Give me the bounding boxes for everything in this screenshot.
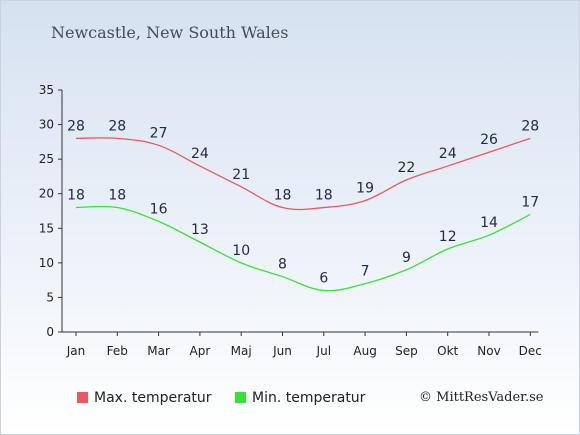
max-data-label: 28 — [67, 118, 85, 134]
y-tick-label: 35 — [39, 83, 54, 97]
min-data-label: 14 — [480, 215, 498, 231]
y-tick-label: 20 — [39, 187, 54, 201]
x-tick-label: Aug — [353, 344, 376, 358]
legend-swatch-max — [77, 392, 88, 403]
min-temperature-line — [75, 205, 531, 292]
min-data-label: 18 — [108, 188, 126, 204]
y-tick-label: 15 — [39, 221, 54, 235]
max-data-label: 24 — [191, 146, 209, 162]
legend-label-min: Min. temperatur — [252, 390, 366, 406]
legend-swatch-min — [235, 392, 246, 403]
max-data-label: 18 — [315, 188, 333, 204]
x-tick-label: Mar — [147, 344, 170, 358]
legend-item-min: Min. temperatur — [235, 390, 365, 406]
axes: 0 5 10 15 20 25 30 35 Jan Feb Mar Apr Maj Jun Jul Aug Se… — [39, 83, 542, 358]
series-layer — [75, 137, 531, 292]
y-tick-label: 25 — [39, 152, 54, 166]
credit-text: © MittResVader.se — [419, 390, 544, 405]
min-data-label: 18 — [67, 188, 85, 204]
x-tick-label: Sep — [395, 344, 418, 358]
x-tick-label: Okt — [437, 344, 458, 358]
legend-item-max: Max. temperatur — [77, 390, 212, 406]
max-data-label: 28 — [108, 118, 126, 134]
max-data-label: 26 — [480, 132, 498, 148]
y-tick-label: 30 — [39, 118, 54, 132]
y-tick-label: 0 — [46, 325, 54, 339]
min-data-label: 16 — [150, 201, 168, 217]
max-temperature-line — [75, 137, 531, 211]
chart-title: Newcastle, New South Wales — [51, 23, 289, 42]
legend-label-max: Max. temperatur — [94, 390, 212, 406]
max-data-label: 24 — [439, 146, 457, 162]
min-data-label: 8 — [278, 257, 287, 273]
min-data-label: 12 — [439, 229, 457, 245]
x-tick-label: Apr — [190, 344, 211, 358]
x-tick-label: Dec — [519, 344, 542, 358]
max-data-label: 19 — [356, 181, 374, 197]
min-data-label: 10 — [232, 243, 250, 259]
max-data-label: 21 — [232, 167, 250, 183]
min-data-label: 9 — [402, 250, 411, 266]
max-data-label: 28 — [521, 118, 539, 134]
max-data-label: 18 — [274, 188, 292, 204]
max-data-label: 27 — [150, 125, 168, 141]
min-data-label: 7 — [361, 264, 370, 280]
x-tick-label: Nov — [477, 344, 500, 358]
x-tick-label: Jan — [66, 344, 86, 358]
x-tick-label: Maj — [231, 344, 252, 358]
min-data-label: 17 — [521, 194, 539, 210]
max-data-label: 22 — [397, 160, 415, 176]
x-tick-label: Feb — [107, 344, 128, 358]
min-data-label: 6 — [319, 271, 328, 287]
y-tick-label: 10 — [39, 256, 54, 270]
data-labels-layer: 28 28 27 24 21 18 18 19 22 24 26 28 18 18 16 13 10 8 6 7 9 12… — [67, 118, 539, 286]
min-data-label: 13 — [191, 222, 209, 238]
x-tick-label: Jul — [316, 344, 331, 358]
x-tick-label: Jun — [272, 344, 292, 358]
y-tick-label: 5 — [46, 290, 54, 304]
